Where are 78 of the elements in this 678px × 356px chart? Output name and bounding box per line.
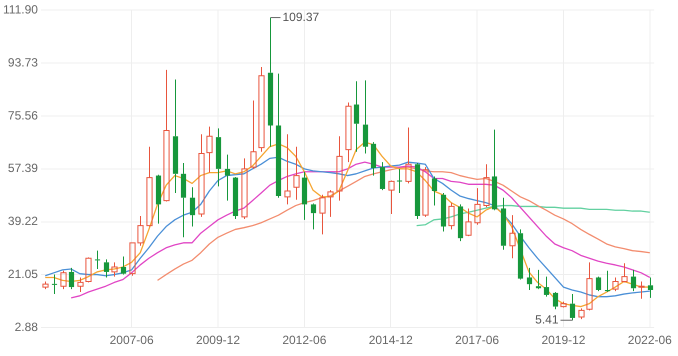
- candlestick: [544, 276, 550, 298]
- y-tick-label: 57.39: [8, 161, 38, 176]
- candlestick: [68, 267, 74, 290]
- x-tick-label: 2009-12: [196, 333, 240, 348]
- candlestick: [370, 142, 376, 176]
- candlestick: [405, 127, 412, 184]
- candlestick: [354, 80, 360, 152]
- candlestick: [388, 180, 395, 214]
- candlestick: [492, 129, 498, 211]
- candlestick: [276, 73, 282, 198]
- candlestick: [648, 276, 654, 298]
- x-tick-label: 2012-06: [282, 333, 327, 348]
- candlestick: [345, 102, 352, 163]
- candlestick: [137, 216, 144, 246]
- candlestick: [104, 258, 110, 278]
- candlestick: [284, 134, 291, 205]
- candlestick: [336, 136, 343, 202]
- candlestick: [432, 176, 438, 206]
- candlestick: [258, 66, 265, 152]
- candlestick: [120, 256, 126, 276]
- candlestick: [536, 269, 542, 290]
- candlestick: [596, 276, 602, 292]
- candlestick: [483, 164, 490, 208]
- candlestick: [163, 69, 170, 202]
- candlestick: [156, 174, 162, 224]
- candlestick: [570, 294, 576, 321]
- candlestick: [552, 292, 558, 310]
- candlestick: [458, 204, 464, 242]
- candlestick: [630, 269, 636, 292]
- candlestick: [250, 100, 257, 170]
- candlestick: [380, 162, 386, 191]
- candlestick: [190, 186, 196, 228]
- candlestick: [414, 162, 420, 220]
- x-tick-label: 2019-12: [541, 333, 586, 348]
- candlestick: [180, 162, 186, 238]
- candlestick: [172, 78, 178, 194]
- x-tick-label: 2017-06: [455, 333, 500, 348]
- x-tick-label: 2022-06: [628, 333, 672, 348]
- candlestick: [509, 214, 516, 259]
- candlestick: [526, 267, 532, 290]
- candlestick: [638, 281, 645, 300]
- candlestick: [362, 80, 368, 154]
- candlestick: [465, 208, 472, 237]
- candlestick: [621, 262, 628, 283]
- candlestick: [500, 197, 506, 250]
- annotation: 109.37: [282, 10, 320, 24]
- candlestick: [327, 190, 334, 218]
- candlestick: [94, 250, 100, 270]
- candlestick: [241, 158, 248, 220]
- candlestick: [440, 192, 446, 232]
- y-tick-label: 21.05: [8, 267, 38, 282]
- y-tick-label: 39.22: [8, 214, 38, 228]
- candlestick: [146, 146, 153, 228]
- y-tick-label: 93.73: [8, 55, 38, 70]
- candlestick: [268, 17, 274, 148]
- candlestick: [319, 194, 326, 235]
- candlestick: [586, 262, 593, 311]
- annotation: 5.41: [535, 312, 559, 327]
- candlestick: [198, 134, 205, 218]
- candlestick: [206, 126, 213, 174]
- candlestick: [111, 262, 118, 278]
- candlestick: [293, 146, 300, 200]
- candlestick: [518, 228, 524, 280]
- y-tick-label: 75.56: [8, 108, 38, 122]
- candlestick: [224, 154, 230, 202]
- y-tick-label: 2.88: [14, 320, 38, 334]
- candlestick: [77, 276, 84, 293]
- candlestick: [448, 202, 455, 230]
- y-tick-label: 111.90: [3, 2, 38, 17]
- candlestick: [310, 203, 316, 230]
- candlestick: [52, 274, 58, 295]
- candlestick: [396, 168, 402, 194]
- x-tick-label: 2014-12: [368, 333, 414, 348]
- x-tick-label: 2007-06: [110, 333, 154, 348]
- candlestick: [232, 178, 238, 220]
- candlestick: [302, 171, 308, 220]
- candlestick: [216, 128, 222, 187]
- candlestick: [474, 188, 481, 226]
